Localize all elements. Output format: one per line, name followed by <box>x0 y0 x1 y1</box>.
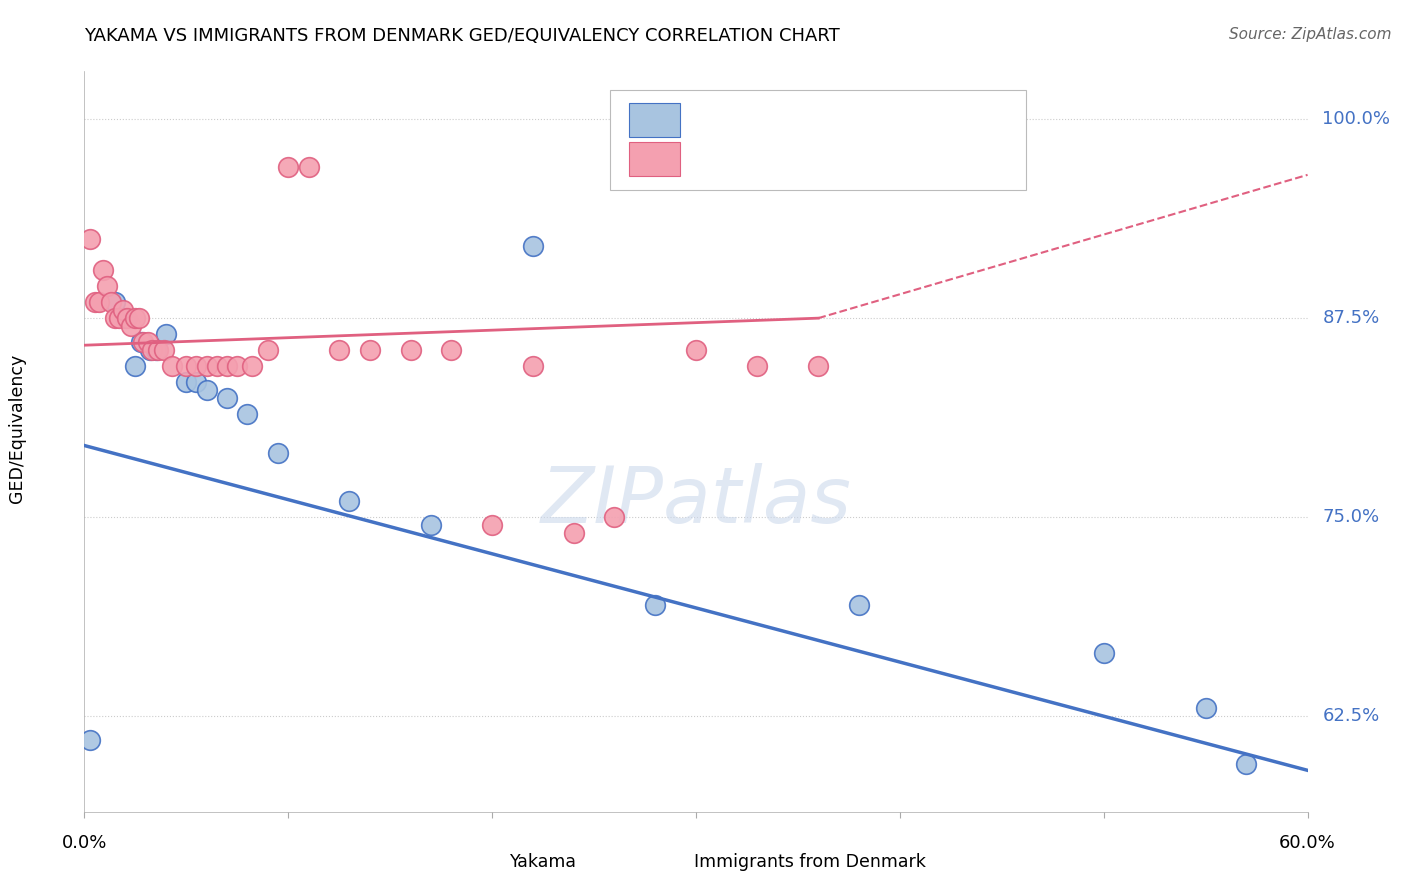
Point <box>644 598 666 612</box>
Point <box>420 518 443 533</box>
Point <box>298 160 321 174</box>
Point <box>747 359 769 373</box>
Point <box>128 311 150 326</box>
Point <box>195 359 218 373</box>
Point <box>141 343 163 357</box>
Text: N = 27: N = 27 <box>868 112 931 129</box>
Point <box>155 327 177 342</box>
Point <box>1234 756 1257 771</box>
Point <box>104 295 127 310</box>
Point <box>217 391 239 405</box>
Point <box>131 334 153 349</box>
Text: Yakama: Yakama <box>510 853 576 871</box>
Point <box>257 343 280 357</box>
Text: GED/Equivalency: GED/Equivalency <box>8 353 25 503</box>
Point <box>174 359 197 373</box>
Point <box>124 311 146 326</box>
Point <box>399 343 422 357</box>
Point <box>174 375 197 389</box>
Point <box>226 359 249 373</box>
Point <box>1195 701 1218 715</box>
Text: Immigrants from Denmark: Immigrants from Denmark <box>693 853 925 871</box>
Point <box>1092 646 1115 660</box>
FancyBboxPatch shape <box>628 103 681 137</box>
Point <box>132 334 155 349</box>
Point <box>562 526 585 541</box>
Point <box>440 343 463 357</box>
Text: 0.0%: 0.0% <box>62 834 107 852</box>
Point <box>104 311 127 326</box>
Point <box>522 359 544 373</box>
Point <box>240 359 263 373</box>
Text: Source: ZipAtlas.com: Source: ZipAtlas.com <box>1229 27 1392 42</box>
Point <box>195 383 218 397</box>
Point <box>120 319 142 334</box>
Point <box>83 295 105 310</box>
Point <box>145 343 167 357</box>
Point <box>685 343 707 357</box>
Text: N = 40: N = 40 <box>868 151 929 169</box>
Text: R = -0.417: R = -0.417 <box>696 112 793 129</box>
Point <box>136 334 159 349</box>
Point <box>160 359 183 373</box>
Point <box>217 359 239 373</box>
Point <box>91 263 114 277</box>
Point <box>108 311 131 326</box>
Point <box>848 598 870 612</box>
Point <box>96 279 118 293</box>
FancyBboxPatch shape <box>638 843 686 881</box>
Point <box>522 239 544 253</box>
Text: 87.5%: 87.5% <box>1322 310 1379 327</box>
Point <box>79 733 101 747</box>
Point <box>79 231 101 245</box>
Point <box>115 311 138 326</box>
Point <box>138 343 160 357</box>
Point <box>100 295 122 310</box>
Text: ZIPatlas: ZIPatlas <box>540 463 852 539</box>
Point <box>236 407 259 421</box>
Point <box>153 343 176 357</box>
Point <box>114 311 136 326</box>
Point <box>359 343 381 357</box>
Point <box>807 359 830 373</box>
Text: 60.0%: 60.0% <box>1279 834 1336 852</box>
Point <box>186 359 208 373</box>
FancyBboxPatch shape <box>610 90 1026 190</box>
FancyBboxPatch shape <box>628 143 681 177</box>
Text: 100.0%: 100.0% <box>1322 110 1391 128</box>
Point <box>481 518 503 533</box>
Point <box>124 359 146 373</box>
Point <box>112 303 135 318</box>
Text: 62.5%: 62.5% <box>1322 707 1379 725</box>
Text: YAKAMA VS IMMIGRANTS FROM DENMARK GED/EQUIVALENCY CORRELATION CHART: YAKAMA VS IMMIGRANTS FROM DENMARK GED/EQ… <box>84 27 841 45</box>
Point <box>277 160 299 174</box>
Point <box>339 494 360 508</box>
Point <box>603 510 626 524</box>
Text: R =  0.053: R = 0.053 <box>696 151 792 169</box>
Point <box>267 446 290 460</box>
Text: 75.0%: 75.0% <box>1322 508 1379 526</box>
Point <box>205 359 228 373</box>
Point <box>146 343 169 357</box>
FancyBboxPatch shape <box>456 843 503 881</box>
Point <box>87 295 110 310</box>
Point <box>328 343 350 357</box>
Point <box>186 375 208 389</box>
